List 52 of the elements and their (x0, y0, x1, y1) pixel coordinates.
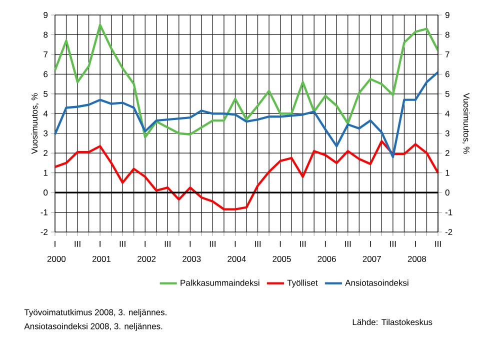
y2-axis-title: Vuosimuutos, % (462, 92, 470, 154)
x-tick-label: III (164, 241, 170, 247)
x-tick-label: I 2008 (408, 241, 426, 262)
line-series (54, 24, 440, 138)
y2-tick-label: 3 (445, 130, 450, 136)
y-axis-title: Vuosimuutos, % (31, 93, 39, 154)
x-tick-label: III (390, 241, 396, 247)
y-tick-label: -1 (40, 209, 48, 216)
x-tick-label: III (345, 241, 351, 247)
y2-tick-label: 2 (445, 150, 450, 156)
y2-tick-label: -1 (445, 209, 452, 216)
y-tick-label: 0 (44, 190, 48, 196)
legend-label: Työlliset (287, 280, 318, 288)
x-tick-label: I 2004 (228, 241, 246, 262)
y-tick-label: 3 (44, 130, 48, 136)
y-tick-label: 4 (43, 110, 48, 117)
legend-label: Ansiotasoindeksi (345, 280, 408, 286)
y2-tick-label: 4 (445, 110, 450, 117)
x-tick-label: III (74, 241, 80, 247)
y-tick-label: 9 (44, 12, 48, 18)
x-tick-label: III (300, 241, 306, 247)
y-tick-label: 8 (44, 32, 48, 38)
y-tick-label: 1 (44, 170, 48, 176)
x-tick-label: III (120, 241, 126, 247)
y2-tick-label: 1 (446, 170, 450, 176)
text: Työvoimatutkimus 2008, 3. neljännes. (24, 309, 166, 317)
legend-label: Palkkasummaindeksi (180, 280, 260, 286)
y2-tick-label: 6 (445, 71, 450, 78)
y2-tick-label: 7 (445, 52, 450, 58)
x-tick-label: I 2002 (138, 241, 156, 262)
y2-tick-label: 0 (445, 190, 450, 196)
y-tick-label: 5 (44, 90, 48, 97)
y2-tick-label: -2 (445, 229, 452, 235)
y-tick-label: -2 (40, 229, 48, 235)
x-tick-label: III (210, 241, 216, 247)
x-tick-label: I 2006 (318, 241, 336, 262)
x-tick-label: I 2000 (47, 241, 66, 262)
y-tick-label: 7 (44, 52, 48, 58)
line-series (54, 140, 440, 210)
y2-tick-label: 5 (445, 90, 450, 97)
x-tick-label: I 2005 (272, 241, 291, 262)
x-tick-label: I 2007 (362, 241, 381, 262)
text: Ansiotasoindeksi 2008, 3. neljännes. (24, 323, 162, 331)
y-tick-label: 6 (44, 71, 48, 78)
y2-tick-label: 8 (445, 32, 450, 38)
x-tick-label: I 2001 (92, 241, 111, 262)
y-tick-label: 2 (44, 150, 48, 156)
text: Lähde: Tilastokeskus (352, 318, 432, 326)
x-tick-label: I 2003 (182, 241, 201, 262)
y2-tick-label: 9 (445, 12, 450, 18)
x-tick-label: III (255, 241, 261, 247)
x-tick-label: III (435, 241, 441, 247)
